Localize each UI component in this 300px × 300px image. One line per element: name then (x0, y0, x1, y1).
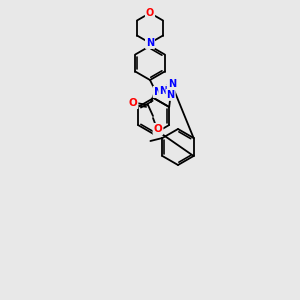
Text: N: N (168, 80, 176, 89)
Text: O: O (146, 8, 154, 18)
Text: O: O (129, 98, 137, 108)
Text: N: N (146, 38, 154, 48)
Text: H: H (162, 87, 170, 97)
Text: O: O (154, 124, 162, 134)
Text: N: N (154, 87, 162, 97)
Text: N: N (159, 86, 167, 96)
Text: N: N (167, 90, 175, 100)
